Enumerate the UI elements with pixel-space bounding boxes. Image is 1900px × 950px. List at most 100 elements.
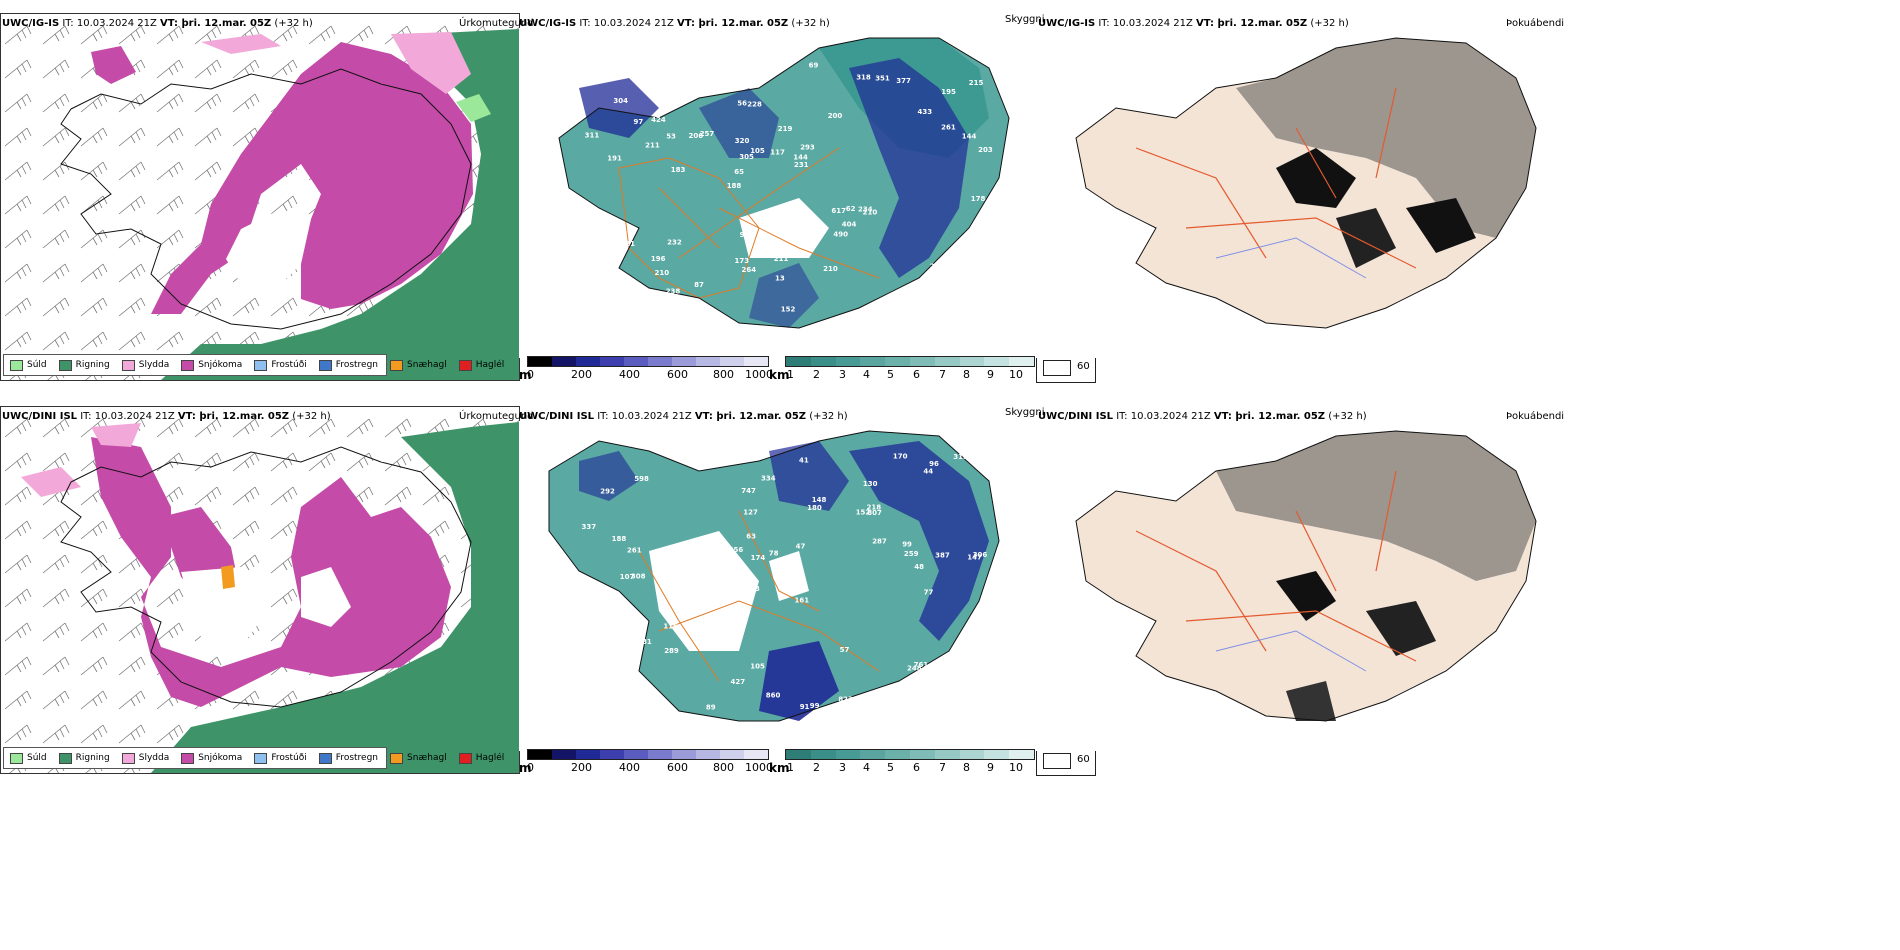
cloud-base-value: 860 <box>766 691 781 699</box>
cloud-base-value: 231 <box>794 161 809 169</box>
cloud-base-value: 211 <box>645 141 660 149</box>
cloud-base-value: 213 <box>595 297 610 305</box>
cloud-base-value: 144 <box>962 133 977 141</box>
cloud-base-value: 293 <box>800 144 815 152</box>
cloud-base-value: 56 <box>737 100 747 108</box>
cloud-base-value: 215 <box>969 79 984 87</box>
cloud-base-value: 104 <box>709 448 724 456</box>
cloud-base-value: 234 <box>858 206 873 214</box>
cloud-base-value: 259 <box>904 550 919 558</box>
cloud-base-value: 304 <box>613 97 628 105</box>
cloud-base-value: 211 <box>774 255 789 263</box>
cloud-colorbar-km-row2: km 1 2 3 4 5 6 7 8 9 10 <box>769 749 1039 777</box>
cloud-base-value: 173 <box>735 257 750 265</box>
cloud-base-label-row2: Skyggni <box>1005 407 1045 418</box>
cloud-base-value: 387 <box>935 551 950 559</box>
cloud-base-value: 424 <box>651 116 666 124</box>
cloud-base-value: 404 <box>842 220 857 228</box>
cloud-base-value: 231 <box>609 245 624 253</box>
cloud-base-value: 63 <box>746 533 756 541</box>
precip-title-row1: UWC/IG-IS IT: 10.03.2024 21Z VT: þri. 12… <box>2 18 313 29</box>
cloud-base-value: 127 <box>743 509 758 517</box>
cloud-base-map-row2: 104 130 147 183 161 308 292 152 208 180 60 61 67 68 91… <box>519 421 1035 751</box>
cloud-base-value: 598 <box>634 475 649 483</box>
legend-item-frostregn: Frostregn <box>318 752 378 764</box>
precip-legend: Súld Rigning Slydda Snjókoma Frostúði Fr… <box>3 354 504 376</box>
cloud-base-value: 196 <box>651 255 666 263</box>
cloud-base-value: 261 <box>941 124 956 132</box>
cloud-base-value: 305 <box>739 153 754 161</box>
cloud-base-value: 77 <box>924 589 934 597</box>
cloud-base-value: 261 <box>627 547 642 555</box>
cloud-base-value: 69 <box>809 62 819 70</box>
cloud-base-value: 761 <box>914 661 929 669</box>
cloud-base-value: 188 <box>612 535 627 543</box>
precip-title-row2: UWC/DINI ISL IT: 10.03.2024 21Z VT: þri.… <box>2 411 331 422</box>
cloud-base-value: 68 <box>700 585 710 593</box>
cloud-base-value: 13 <box>775 275 785 283</box>
legend-item-snaehagl: Snæhagl <box>390 752 447 764</box>
cloud-base-value: 317 <box>720 67 735 75</box>
precip-type-label-row2: Úrkomutegund <box>459 411 534 422</box>
cloud-base-value: 318 <box>856 73 871 81</box>
cloud-base-value: 117 <box>770 149 785 157</box>
cloud-base-value: 96 <box>929 460 939 468</box>
iceland-outline <box>60 68 472 330</box>
cloud-base-value: 308 <box>631 573 646 581</box>
cloud-base-value: 48 <box>914 563 924 571</box>
cloud-base-value: 351 <box>875 75 890 83</box>
fog-index-map-row2 <box>1036 421 1556 751</box>
legend-item-snjokoma: Snjókoma <box>181 752 242 764</box>
cloud-base-value: 301 <box>625 299 640 307</box>
cloud-base-value: 490 <box>833 231 848 239</box>
cloud-base-value: 178 <box>971 195 986 203</box>
cloud-base-value: 219 <box>778 125 793 133</box>
cloud-base-value: 53 <box>666 132 676 140</box>
cloud-base-value: 67 <box>699 460 709 468</box>
cloud-base-value: 250 <box>627 309 642 317</box>
legend-item-sudl: Súld <box>10 359 47 371</box>
cloud-base-value: 201 <box>665 101 680 109</box>
cloud-title-row2: UWC/DINI ISL IT: 10.03.2024 21Z VT: þri.… <box>519 411 848 422</box>
cloud-base-value: 170 <box>893 453 908 461</box>
legend-item-sudl: Súld <box>10 752 47 764</box>
cloud-base-value: 210 <box>863 209 878 217</box>
cloud-base-value: 147 <box>967 553 982 561</box>
cloud-colorbar-m-row2: m 0 200 400 600 800 1000 <box>519 749 773 777</box>
cloud-base-value: 116 <box>663 622 678 630</box>
cloud-base-value: 165 <box>757 53 772 61</box>
legend-item-haglel: Haglél <box>458 752 504 764</box>
cloud-base-value: 427 <box>731 678 746 686</box>
iceland-outline <box>1075 37 1537 329</box>
iceland-outline <box>60 446 472 708</box>
cloud-base-value: 337 <box>582 523 597 531</box>
cloud-base-value: 228 <box>747 100 762 108</box>
cloud-base-value: 238 <box>666 288 681 296</box>
precip-legend: Súld Rigning Slydda Snjókoma Frostúði Fr… <box>3 747 504 769</box>
cloud-base-value: 130 <box>863 480 878 488</box>
cloud-base-value: 377 <box>896 77 911 85</box>
legend-item-haglel: Haglél <box>458 359 504 371</box>
cloud-base-value: 747 <box>741 487 756 495</box>
precip-type-map-row2: Súld Rigning Slydda Snjókoma Frostúði Fr… <box>0 406 520 774</box>
fog-title-row2: UWC/DINI ISL IT: 10.03.2024 21Z VT: þri.… <box>1038 411 1367 422</box>
cloud-base-value: 617 <box>831 207 846 215</box>
cloud-base-value: 208 <box>602 590 617 598</box>
legend-item-slydda: Slydda <box>121 359 169 371</box>
cloud-base-value: 97 <box>740 231 750 239</box>
cloud-base-value: 174 <box>751 554 766 562</box>
precip-map-svg <box>1 407 519 773</box>
precip-map-svg <box>1 14 519 380</box>
cloud-base-value: 180 <box>807 504 822 512</box>
cloud-base-value: 264 <box>742 266 757 274</box>
cloud-base-value: 78 <box>769 550 779 558</box>
cloud-base-value: 105 <box>750 663 765 671</box>
cloud-base-value: 47 <box>796 543 806 551</box>
precip-type-map-row1: Súld Rigning Slydda Snjókoma Frostúði Fr… <box>0 13 520 381</box>
cloud-base-value: 121 <box>620 240 635 248</box>
cloud-base-value: 61 <box>614 691 624 699</box>
cloud-base-value: 257 <box>930 263 945 271</box>
legend-item-snjokoma: Snjókoma <box>181 359 242 371</box>
cloud-base-value: 289 <box>664 647 679 655</box>
fog-index-map-row1 <box>1036 28 1556 358</box>
